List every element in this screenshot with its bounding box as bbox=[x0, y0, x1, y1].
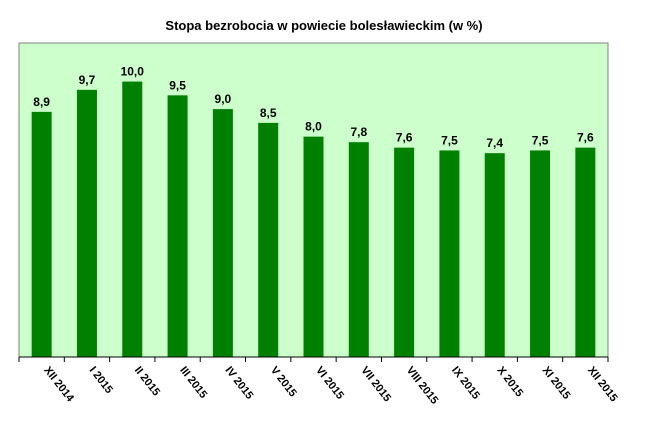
bar bbox=[212, 109, 233, 358]
bar bbox=[348, 142, 369, 357]
x-tick-label: IV 2015 bbox=[223, 364, 256, 401]
bar bbox=[31, 111, 52, 357]
bar bbox=[167, 95, 188, 357]
x-tick-label: IX 2015 bbox=[449, 364, 482, 401]
x-tick-label: I 2015 bbox=[87, 364, 115, 395]
bar-value-label: 7,5 bbox=[532, 133, 549, 147]
chart-title: Stopa bezrobocia w powiecie bolesławieck… bbox=[165, 18, 483, 33]
x-tick-label: X 2015 bbox=[494, 364, 525, 399]
x-tick-label: XII 2014 bbox=[41, 364, 76, 404]
x-tick-label: XI 2015 bbox=[540, 364, 573, 401]
bar-value-label: 10,0 bbox=[121, 65, 145, 79]
bar bbox=[76, 89, 97, 358]
bar-value-label: 8,0 bbox=[305, 120, 322, 134]
bar bbox=[303, 136, 324, 357]
bar-value-label: 9,5 bbox=[169, 78, 186, 92]
bars-group bbox=[31, 81, 596, 358]
bar-value-label: 8,9 bbox=[33, 95, 50, 109]
bar-value-label: 7,5 bbox=[441, 133, 458, 147]
x-tick-label: V 2015 bbox=[268, 364, 299, 399]
x-tick-label: VIII 2015 bbox=[404, 364, 441, 406]
bar bbox=[258, 122, 279, 357]
x-ticks-group bbox=[18, 357, 609, 362]
x-tick-label: III 2015 bbox=[177, 364, 209, 400]
x-tick-label: VI 2015 bbox=[313, 364, 346, 401]
bar bbox=[394, 147, 415, 357]
bar-value-label: 9,0 bbox=[215, 92, 232, 106]
x-tick-label: XII 2015 bbox=[585, 364, 620, 404]
bar bbox=[484, 153, 505, 357]
bar bbox=[530, 150, 551, 357]
bar bbox=[122, 81, 143, 357]
x-tick-label: II 2015 bbox=[132, 364, 162, 398]
bar bbox=[575, 147, 596, 357]
bar-value-label: 7,6 bbox=[396, 131, 413, 145]
bar-value-label: 7,6 bbox=[577, 131, 594, 145]
bar-value-label: 8,5 bbox=[260, 106, 277, 120]
bar-value-label: 7,4 bbox=[486, 136, 503, 150]
x-tick-label: VII 2015 bbox=[358, 364, 393, 404]
bar bbox=[439, 150, 460, 357]
bar-value-label: 7,8 bbox=[350, 125, 367, 139]
bar-value-label: 9,7 bbox=[79, 73, 96, 87]
category-labels-group: XII 2014 I 2015 II 2015 III 2015 IV 2015 V 20… bbox=[41, 364, 619, 406]
value-labels-group: 8,9 9,7 10,0 9,5 9,0 8,5 8,0 7,8 7,6 7,5 7,4 7,5 7,6 bbox=[33, 65, 594, 151]
